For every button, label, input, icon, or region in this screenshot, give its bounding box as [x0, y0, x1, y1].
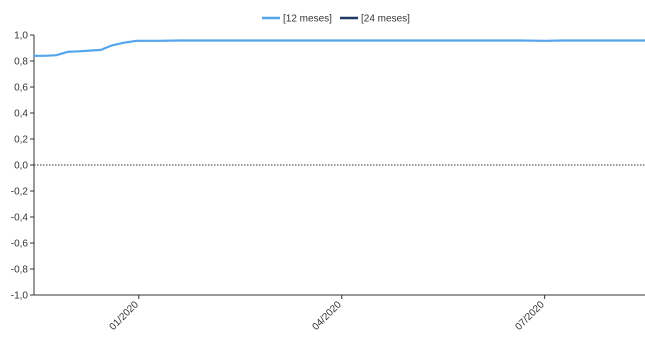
series-layer [32, 39, 645, 57]
y-tick-label: -0,2 [11, 187, 29, 198]
legend-label-24-meses: [24 meses] [361, 14, 410, 25]
y-tick-label: -1,0 [11, 291, 29, 302]
x-tick-label: 04/2020 [311, 299, 345, 333]
y-tick-label: -0,6 [11, 239, 29, 250]
y-tick-label: 0,0 [14, 161, 28, 172]
legend: [12 meses] [24 meses] [262, 14, 410, 25]
x-tick-label: 07/2020 [513, 299, 547, 333]
y-tick-label: 0,4 [14, 109, 28, 120]
y-axis: 1,0 0,8 0,6 0,4 0,2 0,0 -0,2 -0,4 -0,6 -0,8 -1,0 [11, 31, 35, 302]
legend-label-12-meses: [12 meses] [283, 14, 332, 25]
y-tick-label: 0,8 [14, 57, 28, 68]
y-tick-label: -0,4 [11, 213, 29, 224]
y-tick-label: 0,2 [14, 135, 28, 146]
y-tick-label: 1,0 [14, 31, 28, 42]
legend-item-12-meses: [12 meses] [262, 14, 332, 25]
legend-item-24-meses: [24 meses] [340, 14, 410, 25]
series-line-0 [32, 39, 645, 57]
y-tick-label: -0,8 [11, 265, 29, 276]
y-tick-label: 0,6 [14, 83, 28, 94]
x-axis: 01/2020 04/2020 07/2020 [34, 294, 645, 333]
x-tick-label: 01/2020 [108, 299, 142, 333]
